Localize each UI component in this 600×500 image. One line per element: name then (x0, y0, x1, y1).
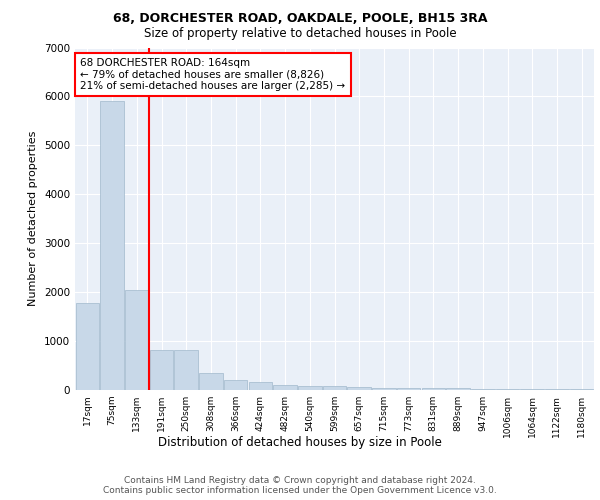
Bar (248, 382, 272, 390)
Bar (570, 389, 593, 390)
Text: 68, DORCHESTER ROAD, OAKDALE, POOLE, BH15 3RA: 68, DORCHESTER ROAD, OAKDALE, POOLE, BH1… (113, 12, 487, 26)
Bar (125, 290, 149, 390)
Text: Size of property relative to detached houses in Poole: Size of property relative to detached ho… (143, 28, 457, 40)
Bar (100, 102, 124, 390)
Bar (224, 380, 247, 390)
Bar (347, 387, 371, 390)
Bar (150, 350, 173, 390)
Bar (520, 389, 544, 390)
Bar (372, 388, 395, 390)
Bar (199, 374, 223, 390)
Bar (298, 386, 322, 390)
Bar (274, 385, 297, 390)
Text: 68 DORCHESTER ROAD: 164sqm
← 79% of detached houses are smaller (8,826)
21% of s: 68 DORCHESTER ROAD: 164sqm ← 79% of deta… (80, 58, 346, 91)
Bar (471, 388, 494, 390)
Bar (76, 303, 99, 390)
Bar (422, 388, 445, 390)
Bar (545, 389, 569, 390)
Bar (397, 388, 421, 390)
Y-axis label: Number of detached properties: Number of detached properties (28, 131, 38, 306)
Text: Contains HM Land Registry data © Crown copyright and database right 2024.
Contai: Contains HM Land Registry data © Crown c… (103, 476, 497, 495)
Bar (323, 386, 346, 390)
Bar (175, 350, 198, 390)
Bar (446, 388, 470, 390)
Text: Distribution of detached houses by size in Poole: Distribution of detached houses by size … (158, 436, 442, 449)
Bar (496, 388, 519, 390)
